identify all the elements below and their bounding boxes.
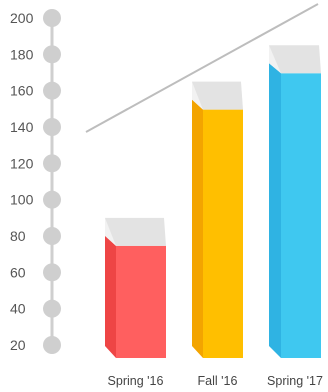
y-axis: 20 40 60 80 100 120 140 160 180 200 xyxy=(10,9,61,354)
bar-side xyxy=(269,63,281,358)
category-label: Spring '17 xyxy=(267,374,323,388)
y-axis-dot xyxy=(43,45,61,64)
y-axis-dot xyxy=(43,190,61,209)
bar-side xyxy=(192,99,203,358)
y-axis-dot xyxy=(43,336,61,354)
y-tick-label: 60 xyxy=(10,264,26,280)
bars-layer xyxy=(105,45,321,358)
bar xyxy=(281,73,321,358)
y-tick-label: 40 xyxy=(10,301,26,317)
y-axis-dot xyxy=(43,154,61,173)
y-tick-label: 100 xyxy=(10,192,34,208)
y-tick-label: 120 xyxy=(10,155,34,171)
y-axis-dot xyxy=(43,118,61,136)
category-label: Fall '16 xyxy=(198,374,238,388)
bar xyxy=(203,109,243,358)
y-tick-label: 180 xyxy=(10,46,34,62)
category-label: Spring '16 xyxy=(108,374,164,388)
y-axis-dot xyxy=(43,81,61,100)
y-tick-label: 20 xyxy=(10,337,26,353)
y-axis-dot xyxy=(43,299,61,318)
y-axis-dot xyxy=(43,263,61,282)
y-axis-dot xyxy=(43,227,61,245)
y-tick-label: 160 xyxy=(10,83,34,99)
bar-side xyxy=(105,235,116,358)
bar-cap xyxy=(269,45,321,74)
bar-cap xyxy=(192,81,243,110)
y-tick-label: 80 xyxy=(10,228,26,244)
bar-cap xyxy=(105,217,166,246)
y-axis-dot xyxy=(43,9,61,27)
y-tick-label: 200 xyxy=(10,10,34,26)
trend-line xyxy=(85,3,319,133)
bar xyxy=(116,245,166,358)
category-labels: Spring '16 Fall '16 Spring '17 xyxy=(108,374,323,388)
y-tick-label: 140 xyxy=(10,119,34,135)
trend-line-layer xyxy=(85,3,319,133)
